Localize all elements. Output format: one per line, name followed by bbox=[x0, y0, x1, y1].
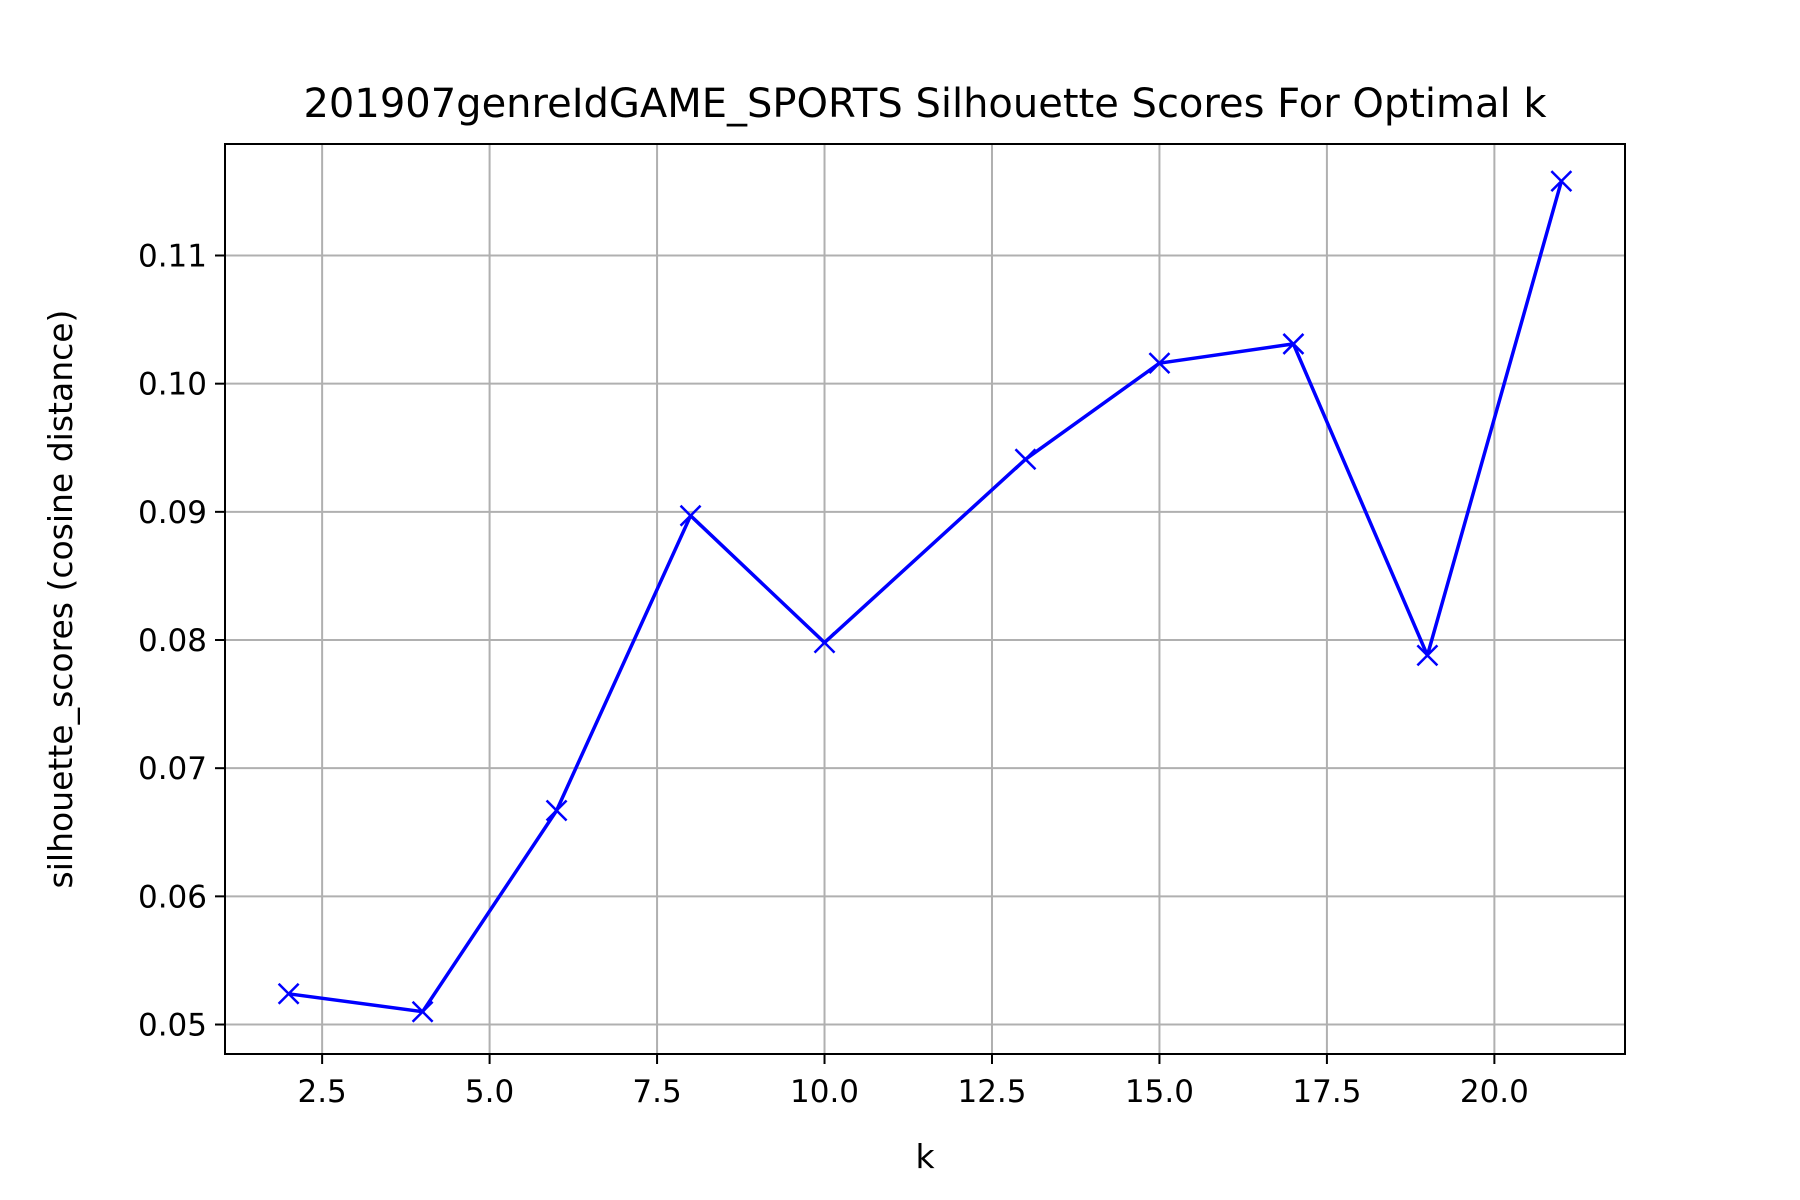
x-tick-label: 20.0 bbox=[1460, 1074, 1529, 1110]
x-tick-label: 10.0 bbox=[790, 1074, 859, 1110]
y-axis-label: silhouette_scores (cosine distance) bbox=[41, 310, 80, 889]
series-line bbox=[288, 180, 1564, 1014]
y-tick-label: 0.08 bbox=[138, 623, 207, 659]
y-tick-label: 0.07 bbox=[138, 751, 207, 787]
data-point-marker bbox=[1282, 333, 1305, 355]
data-point-marker bbox=[411, 1000, 434, 1023]
y-tick-label: 0.05 bbox=[138, 1008, 207, 1044]
data-point-marker bbox=[679, 504, 702, 527]
x-tick-label: 2.5 bbox=[297, 1074, 346, 1110]
x-tick-label: 7.5 bbox=[632, 1074, 681, 1110]
plot-frame bbox=[224, 143, 1626, 1055]
marker-stroke bbox=[1416, 644, 1439, 667]
x-tick-label: 5.0 bbox=[465, 1074, 514, 1110]
marker-stroke bbox=[277, 982, 300, 1005]
ticks: 2.5 5.0 7.5 10.0 12.5 15.0 17.5 20.0 0.05 0.06 0.0… bbox=[138, 239, 1529, 1110]
y-tick-label: 0.10 bbox=[138, 367, 207, 403]
x-axis-label: k bbox=[915, 1137, 935, 1176]
data-point-marker bbox=[1148, 352, 1171, 375]
x-tick-label: 12.5 bbox=[957, 1074, 1026, 1110]
y-tick-label: 0.06 bbox=[138, 879, 207, 915]
y-tick-label: 0.11 bbox=[138, 239, 207, 275]
x-tick-label: 17.5 bbox=[1292, 1074, 1361, 1110]
data-point-marker bbox=[545, 799, 568, 822]
data-point-marker bbox=[1416, 644, 1439, 667]
data-point-marker bbox=[1014, 448, 1037, 471]
marker-stroke bbox=[813, 631, 836, 654]
data-point-marker bbox=[813, 631, 836, 654]
y-tick-label: 0.09 bbox=[138, 495, 207, 531]
grid bbox=[225, 144, 1625, 1054]
data-point-marker bbox=[1550, 170, 1573, 193]
marker-stroke bbox=[1282, 333, 1305, 355]
chart-title: 201907genreIdGAME_SPORTS Silhouette Scor… bbox=[303, 81, 1547, 127]
marker-stroke bbox=[545, 799, 568, 822]
marker-stroke bbox=[1550, 170, 1573, 193]
series-layer bbox=[277, 170, 1573, 1023]
x-tick-label: 15.0 bbox=[1125, 1074, 1194, 1110]
marker-stroke bbox=[411, 1000, 434, 1023]
data-point-marker bbox=[277, 982, 300, 1005]
marker-stroke bbox=[1148, 352, 1171, 375]
marker-stroke bbox=[679, 504, 702, 527]
marker-stroke bbox=[1014, 448, 1037, 471]
